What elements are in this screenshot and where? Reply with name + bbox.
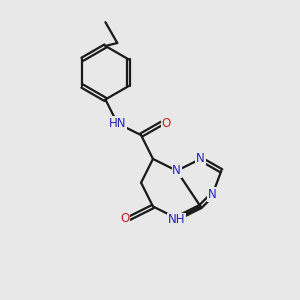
Text: N: N <box>208 188 217 201</box>
Text: HN: HN <box>109 117 126 130</box>
Text: O: O <box>162 117 171 130</box>
Text: N: N <box>172 164 181 177</box>
Text: N: N <box>196 152 205 165</box>
Text: O: O <box>120 212 129 225</box>
Text: NH: NH <box>168 213 185 226</box>
